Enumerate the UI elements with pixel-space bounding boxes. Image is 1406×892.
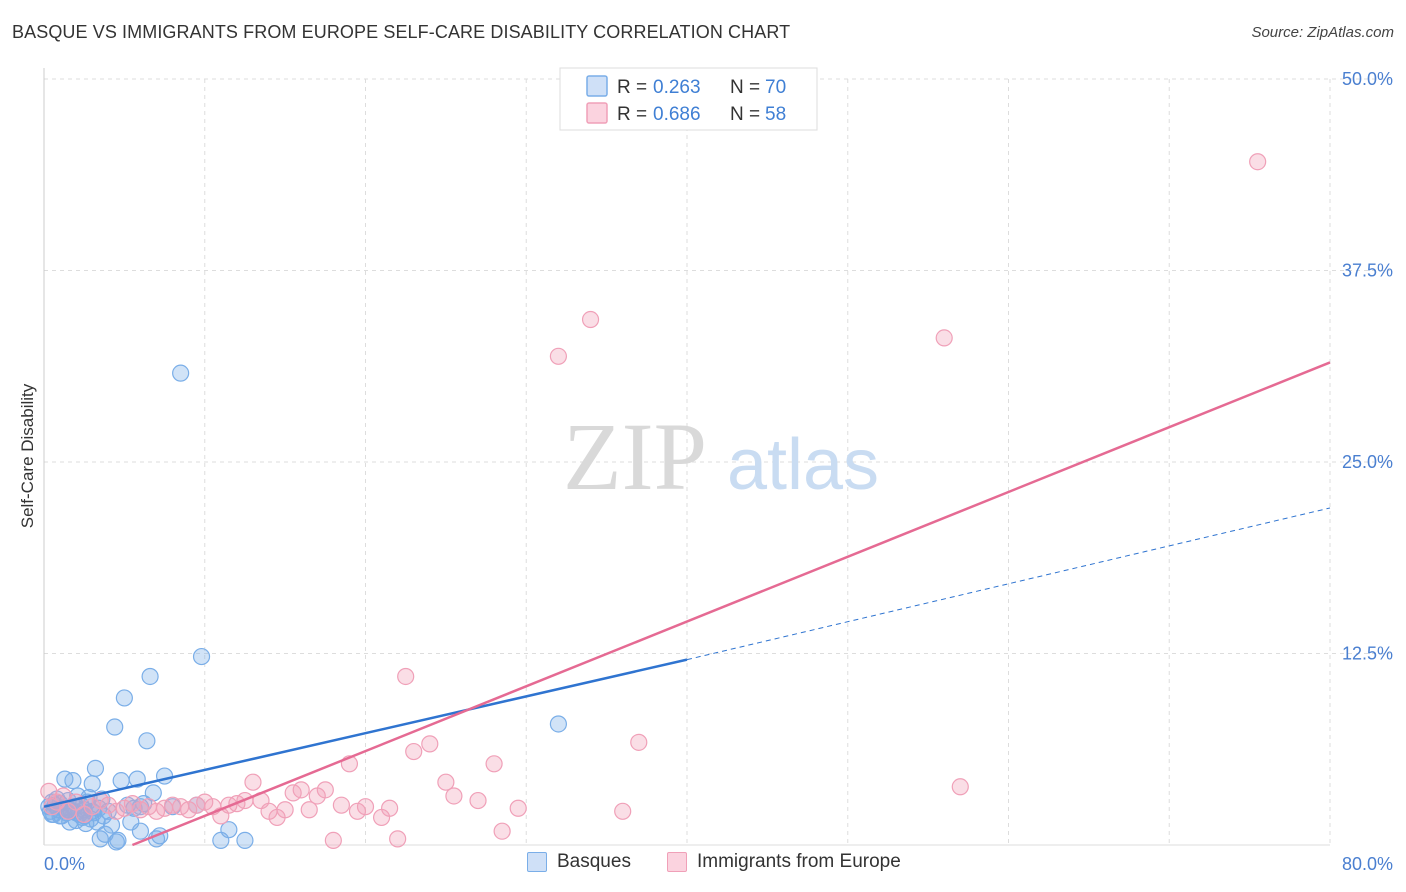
y-tick-label: 37.5% [1342,261,1393,281]
data-point [83,775,101,793]
data-point [421,735,439,753]
x-tick-label: 80.0% [1342,854,1393,874]
legend-item-basques: Basques [527,851,631,873]
legend-r-label: R = [617,77,647,98]
data-point [356,798,375,816]
legend-swatch-immigrants [586,102,608,124]
data-point [192,647,211,666]
tick-labels: 12.5% 25.0% 37.5% 50.0% 0.0% 80.0% [44,69,1393,874]
data-point [196,793,214,811]
trendline-basques [43,658,688,808]
data-point [951,778,969,796]
data-point [397,667,415,686]
legend-swatch [667,852,687,872]
data-point [300,801,318,819]
data-point [935,329,953,347]
legend-r-label: R = [617,104,647,125]
y-tick-label: 25.0% [1342,452,1393,472]
legend-bottom: Basques Immigrants from Europe [0,851,1406,879]
legend-label: Immigrants from Europe [697,851,901,872]
data-point [493,822,511,840]
legend-r-value: 0.263 [653,77,701,98]
trendlines [43,361,1331,847]
x-tick-label: 0.0% [44,854,85,874]
data-point [91,830,109,848]
data-point [141,667,159,686]
data-point [1249,153,1267,171]
watermark: ZIP atlas [563,403,879,510]
watermark-zip: ZIP [563,403,707,510]
data-point [292,781,310,799]
chart-title: BASQUE VS IMMIGRANTS FROM EUROPE SELF-CA… [12,22,791,42]
data-point [276,801,294,819]
data-point [381,799,399,817]
legend-r-value: 0.686 [653,104,701,125]
data-point [128,770,146,788]
source-label: Source: ZipAtlas.com [1251,24,1394,41]
data-point [244,773,262,791]
data-point [437,773,455,791]
data-point [324,831,342,850]
data-point [180,801,198,819]
legend-item-immigrants: Immigrants from Europe [667,851,901,873]
legend-n-value: 58 [765,104,786,125]
data-point [332,796,350,814]
y-tick-label: 50.0% [1342,69,1393,89]
data-point [316,781,334,799]
data-point [106,718,124,736]
data-point [64,772,82,790]
data-point [469,791,487,810]
data-point [509,799,527,817]
data-point [445,787,463,805]
axes [43,68,1330,846]
data-point [581,310,600,329]
legend-swatch [527,852,547,872]
data-point [115,689,133,707]
trendline-basques-extension [686,507,1331,661]
data-point [236,831,254,850]
series-immigrants-from-europe [40,153,1267,850]
data-point [405,742,423,761]
data-point [485,755,503,773]
data-point [614,802,632,820]
data-point [107,833,125,851]
legend-swatch-basques [586,75,608,97]
data-point [549,715,568,733]
data-point [630,733,648,751]
data-point [172,364,190,382]
data-point [549,347,568,365]
trendline-immigrants [131,361,1331,847]
legend-n-label: N = [730,77,760,98]
legend-n-label: N = [730,104,760,125]
data-point [112,772,130,790]
watermark-atlas: atlas [727,425,879,505]
legend-n-value: 70 [765,77,786,98]
data-point [389,830,407,848]
y-tick-label: 12.5% [1342,644,1393,664]
grid [44,78,1390,845]
legend-label: Basques [557,851,631,872]
data-point [138,732,156,750]
data-point [131,822,150,840]
legend-top: R = 0.263 N = 70 R = 0.686 N = 58 [559,67,818,131]
data-point [220,821,238,839]
data-point [86,759,105,778]
data-point [348,802,367,820]
